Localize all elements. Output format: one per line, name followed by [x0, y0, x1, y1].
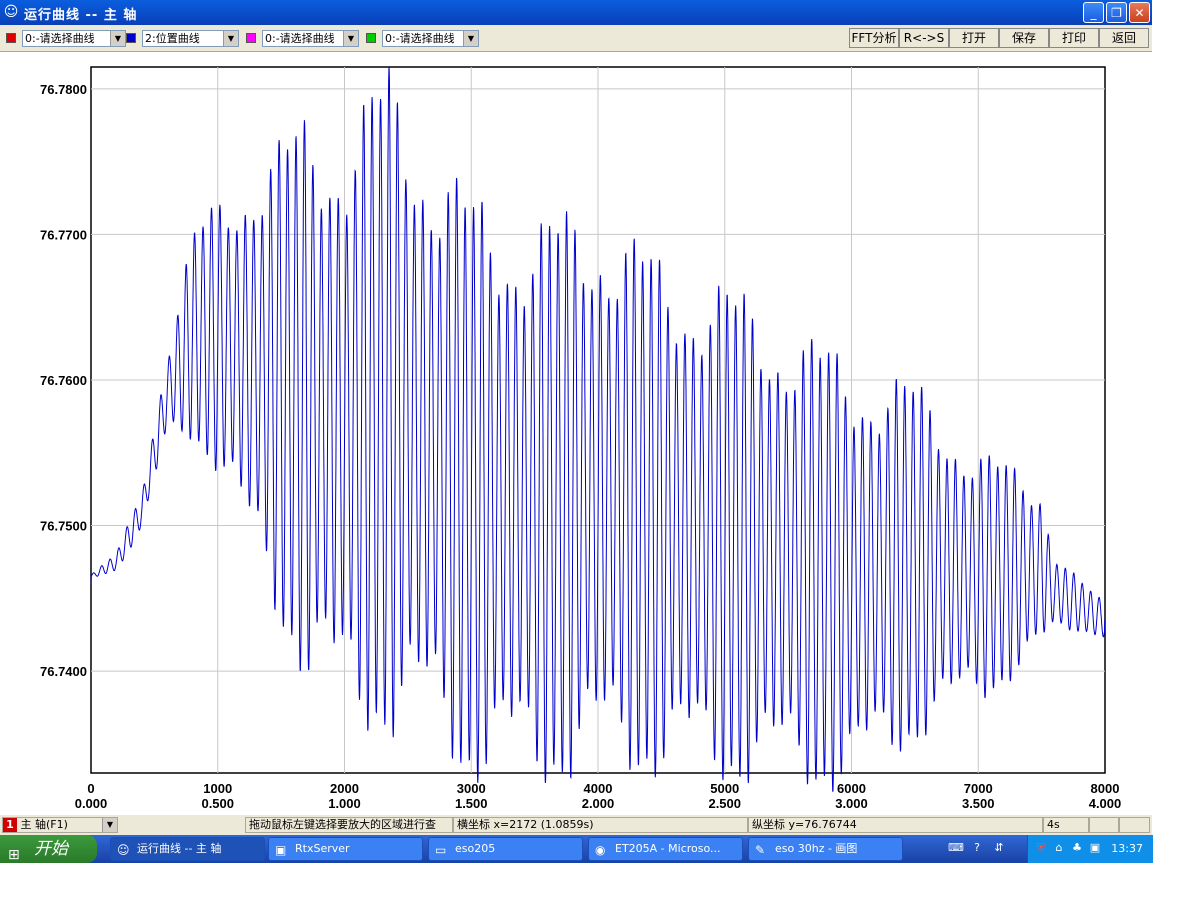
y-tick-label: 76.7500 — [40, 519, 87, 534]
x-tick-label: 1000 — [203, 781, 232, 796]
paint-icon: ✎ — [755, 843, 766, 857]
chevron-down-icon[interactable]: ▼ — [110, 31, 125, 46]
chevron-down-icon[interactable]: ▼ — [343, 31, 358, 46]
taskbar-item-eso205[interactable]: ▭ eso205 — [428, 837, 583, 861]
taskbar-item-curve-window[interactable]: ☺ 运行曲线 -- 主 轴 — [110, 837, 265, 861]
keyboard-icon[interactable]: ⌨ — [948, 841, 964, 854]
scroll-arrows-icon[interactable]: ⇵ — [994, 841, 1004, 854]
status-bar: 1 主 轴(F1) ▼ 拖动鼠标左键选择要放大的区域进行查 横坐标 x=2172… — [0, 815, 1152, 835]
series-line-position — [90, 67, 1106, 792]
maximize-button[interactable]: ❐ — [1106, 2, 1127, 23]
curve-color-swatch — [6, 33, 16, 43]
status-cell-empty — [1089, 817, 1119, 833]
system-tray: ⛨ ⌂ ♣ ▣ 13:37 — [1027, 835, 1153, 863]
curve-select-3[interactable]: 0:-请选择曲线 ▼ — [262, 30, 359, 47]
x-coordinate-readout: 横坐标 x=2172 (1.0859s) — [453, 817, 748, 833]
curve-color-swatch — [366, 33, 376, 43]
curve-select-2[interactable]: 2:位置曲线 ▼ — [142, 30, 239, 47]
app-tray-icon[interactable]: ♣ — [1072, 841, 1082, 854]
help-icon[interactable]: ? — [974, 841, 980, 854]
window-title: 运行曲线 -- 主 轴 — [24, 8, 138, 23]
y-tick-label: 76.7700 — [40, 227, 87, 242]
app-icon: ◉ — [595, 843, 606, 857]
x-tick-label-seconds: 4.000 — [1089, 796, 1122, 811]
x-tick-label-seconds: 2.000 — [582, 796, 615, 811]
network-icon[interactable]: ⌂ — [1055, 841, 1063, 854]
x-tick-label: 0 — [87, 781, 94, 796]
shield-icon[interactable]: ⛨ — [1036, 841, 1046, 854]
app-icon: ☺ — [117, 843, 130, 857]
curve-select-value: 2:位置曲线 — [145, 32, 200, 45]
r-s-toggle-button[interactable]: R<->S — [899, 28, 949, 48]
y-tick-label: 76.7600 — [40, 373, 87, 388]
open-button[interactable]: 打开 — [949, 28, 999, 48]
task-label: RtxServer — [295, 842, 350, 855]
x-tick-label-seconds: 0.500 — [201, 796, 234, 811]
curve-color-swatch — [126, 33, 136, 43]
task-label: 运行曲线 -- 主 轴 — [137, 842, 222, 855]
x-tick-label: 8000 — [1091, 781, 1120, 796]
folder-icon: ▭ — [435, 843, 447, 857]
axis-badge: 1 — [3, 818, 17, 832]
x-tick-label-seconds: 0.000 — [75, 796, 108, 811]
y-coordinate-readout: 纵坐标 y=76.76744 — [748, 817, 1043, 833]
taskbar-item-rtxserver[interactable]: ▣ RtxServer — [268, 837, 423, 861]
axis-select-value: 主 轴(F1) — [20, 818, 68, 831]
windows-logo-icon: ⊞ — [8, 847, 20, 863]
y-tick-label: 76.7800 — [40, 82, 87, 97]
x-tick-label: 2000 — [330, 781, 359, 796]
task-label: eso 30hz - 画图 — [775, 842, 858, 855]
x-tick-label: 5000 — [710, 781, 739, 796]
toolbar: 0:-请选择曲线 ▼ 2:位置曲线 ▼ 0:-请选择曲线 ▼ 0:-请选择曲线 ▼ FF… — [0, 25, 1152, 52]
curve-select-4[interactable]: 0:-请选择曲线 ▼ — [382, 30, 479, 47]
save-button[interactable]: 保存 — [999, 28, 1049, 48]
x-tick-label: 4000 — [584, 781, 613, 796]
start-button[interactable]: ⊞ 开始 — [0, 835, 97, 863]
x-tick-label-seconds: 2.500 — [708, 796, 741, 811]
x-tick-label: 7000 — [964, 781, 993, 796]
minimize-button[interactable]: _ — [1083, 2, 1104, 23]
task-label: eso205 — [455, 842, 496, 855]
curve-select-1[interactable]: 0:-请选择曲线 ▼ — [22, 30, 126, 47]
x-tick-label-seconds: 3.000 — [835, 796, 868, 811]
fft-analysis-button[interactable]: FFT分析 — [849, 28, 899, 48]
print-button[interactable]: 打印 — [1049, 28, 1099, 48]
app-icon: ☺ — [3, 4, 19, 20]
curve-select-value: 0:-请选择曲线 — [385, 32, 455, 45]
y-tick-label: 76.7400 — [40, 664, 87, 679]
curve-select-value: 0:-请选择曲线 — [265, 32, 335, 45]
close-button[interactable]: ✕ — [1129, 2, 1150, 23]
chevron-down-icon[interactable]: ▼ — [223, 31, 238, 46]
curve-color-swatch — [246, 33, 256, 43]
x-tick-label: 3000 — [457, 781, 486, 796]
status-cell-empty — [1119, 817, 1150, 833]
clock: 13:37 — [1111, 842, 1143, 855]
server-icon: ▣ — [275, 843, 287, 857]
start-label: 开始 — [34, 839, 68, 859]
x-tick-label: 6000 — [837, 781, 866, 796]
chevron-down-icon[interactable]: ▼ — [463, 31, 478, 46]
duration-readout: 4s — [1043, 817, 1089, 833]
taskbar-item-et205a[interactable]: ◉ ET205A - Microso... — [588, 837, 743, 861]
chevron-down-icon[interactable]: ▼ — [102, 818, 117, 832]
monitor-icon[interactable]: ▣ — [1089, 841, 1101, 854]
curve-select-value: 0:-请选择曲线 — [25, 32, 95, 45]
x-tick-label-seconds: 3.500 — [962, 796, 995, 811]
taskbar-item-paint[interactable]: ✎ eso 30hz - 画图 — [748, 837, 903, 861]
application-window: ☺ 运行曲线 -- 主 轴 _ ❐ ✕ 0:-请选择曲线 ▼ 2:位置曲线 ▼ 0:… — [0, 0, 1152, 835]
chart-area[interactable]: 0 0.000 1000 0.500 2000 1.000 3000 1.500 4000 2.0… — [0, 52, 1152, 815]
x-tick-label-seconds: 1.500 — [455, 796, 488, 811]
taskbar: ⊞ 开始 ☺ 运行曲线 -- 主 轴 ▣ RtxServer ▭ eso205 ◉ ET… — [0, 835, 1153, 863]
return-button[interactable]: 返回 — [1099, 28, 1149, 48]
hint-text: 拖动鼠标左键选择要放大的区域进行查 — [245, 817, 453, 833]
title-bar[interactable]: ☺ 运行曲线 -- 主 轴 _ ❐ ✕ — [0, 0, 1152, 25]
task-label: ET205A - Microso... — [615, 842, 721, 855]
axis-select[interactable]: 1 主 轴(F1) ▼ — [2, 817, 118, 833]
x-tick-label-seconds: 1.000 — [328, 796, 361, 811]
